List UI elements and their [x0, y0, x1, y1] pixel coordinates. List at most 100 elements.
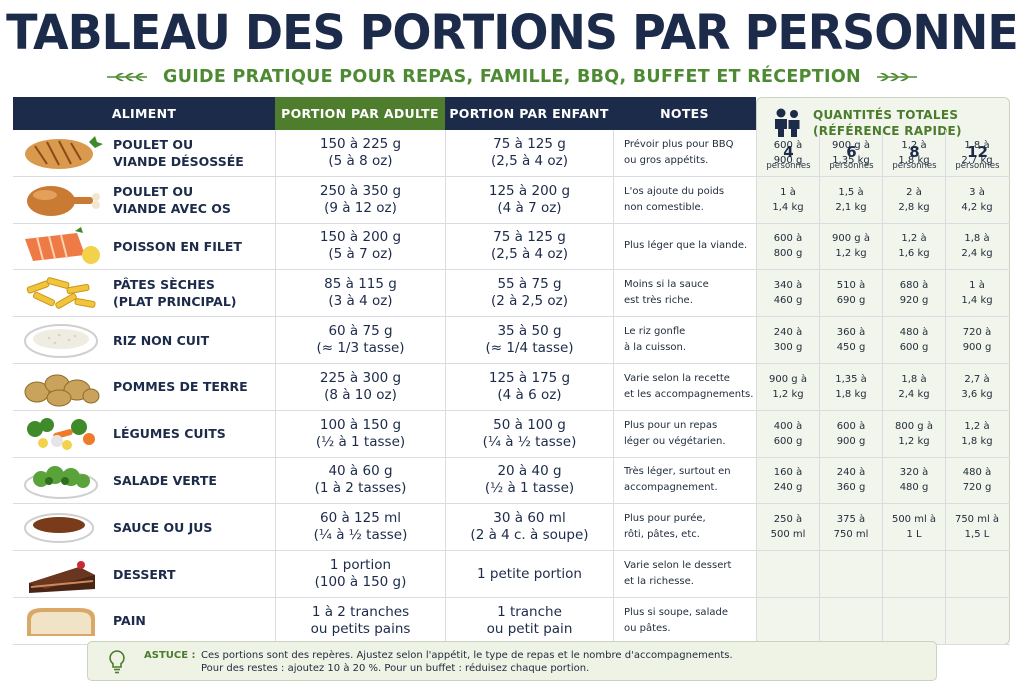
- rice-bowl-icon: [13, 317, 109, 363]
- gravy-bowl-icon: [13, 504, 109, 550]
- quantity-cell: 1,8 à 2,7 kg: [945, 130, 1008, 176]
- food-name: PÂTES SÈCHES (PLAT PRINCIPAL): [113, 277, 237, 310]
- people-icon: [775, 108, 800, 137]
- quantity-cell: 1,5 à 2,1 kg: [819, 176, 882, 223]
- header-child: PORTION PAR ENFANT: [445, 97, 613, 130]
- notes: Varie selon le dessert et la richesse.: [613, 551, 756, 597]
- child-portion: 75 à 125 g (2,5 à 4 oz): [445, 130, 613, 176]
- food-name: SAUCE OU JUS: [113, 519, 213, 535]
- food-name: POULET OU VIANDE DÉSOSSÉE: [113, 136, 244, 169]
- laurel-right-icon: [876, 72, 917, 82]
- notes: Plus pour un repas léger ou végétarien.: [613, 410, 756, 457]
- quantity-cell: [945, 551, 1008, 597]
- people-label: personnes: [766, 161, 811, 171]
- table-row: POISSON EN FILET 150 à 200 g (5 à 7 oz) 75…: [13, 223, 1010, 271]
- child-portion: 55 à 75 g (2 à 2,5 oz): [445, 270, 613, 317]
- people-count: 8: [909, 143, 920, 161]
- adult-portion: 60 à 125 ml (¼ à ½ tasse): [275, 504, 445, 551]
- child-portion: 75 à 125 g (2,5 à 4 oz): [445, 223, 613, 270]
- quantity-cell: 375 à 750 ml: [819, 504, 882, 551]
- child-portion: 30 à 60 ml (2 à 4 c. à soupe): [445, 504, 613, 551]
- quantity-cell: 340 à 460 g: [756, 270, 819, 317]
- header-notes: NOTES: [613, 97, 756, 130]
- people-count: 12: [967, 143, 988, 161]
- portion-table: QUANTITÉS TOTALES (RÉFÉRENCE RAPIDE) 4 pe…: [13, 97, 1010, 645]
- table-row: POULET OU VIANDE AVEC OS 250 à 350 g (9 à…: [13, 176, 1010, 224]
- people-count: 4: [783, 143, 794, 161]
- grilled-chicken-icon: [13, 130, 109, 176]
- tip-text-line1: Ces portions sont des repères. Ajustez s…: [201, 650, 733, 661]
- page-subtitle: GUIDE PRATIQUE POUR REPAS, FAMILLE, BBQ,…: [163, 67, 861, 87]
- adult-portion: 250 à 350 g (9 à 12 oz): [275, 176, 445, 223]
- quantity-cell: 1,2 à 1,8 kg: [945, 410, 1008, 457]
- people-label: personnes: [892, 161, 937, 171]
- quantities-title-line2: (RÉFÉRENCE RAPIDE): [813, 124, 962, 138]
- quantity-cell: [819, 551, 882, 597]
- quantity-cell: 2,7 à 3,6 kg: [945, 364, 1008, 410]
- people-label: personnes: [955, 161, 1000, 171]
- quantity-cell: 2 à 2,8 kg: [882, 176, 945, 223]
- table-row: POULET OU VIANDE DÉSOSSÉE 150 à 225 g (5 …: [13, 130, 1010, 177]
- people-col-8: 8 personnes: [883, 144, 946, 172]
- food-name: RIZ NON CUIT: [113, 332, 210, 348]
- pasta-icon: [13, 270, 109, 316]
- child-portion: 1 tranche ou petit pain: [445, 598, 613, 644]
- notes: Le riz gonfle à la cuisson.: [613, 317, 756, 363]
- people-count: 6: [846, 143, 857, 161]
- quantity-cell: 360 à 450 g: [819, 317, 882, 363]
- tip-label: ASTUCE :: [144, 650, 196, 661]
- quantity-cell: 1,2 à 1,8 kg: [882, 130, 945, 176]
- quantity-cell: 1 à 1,4 kg: [756, 176, 819, 223]
- quantity-cell: [882, 551, 945, 597]
- header-aliment: ALIMENT: [13, 97, 275, 130]
- quantity-cell: 900 g à 1,35 kg: [819, 130, 882, 176]
- food-name: POISSON EN FILET: [113, 238, 242, 254]
- notes: L'os ajoute du poids non comestible.: [613, 176, 756, 223]
- child-portion: 20 à 40 g (½ à 1 tasse): [445, 457, 613, 504]
- food-name: POMMES DE TERRE: [113, 379, 248, 395]
- vegetables-icon: [13, 411, 109, 457]
- food-name: POULET OU VIANDE AVEC OS: [113, 183, 231, 216]
- table-row: POMMES DE TERRE 225 à 300 g (8 à 10 oz) 12…: [13, 364, 1010, 411]
- people-label: personnes: [829, 161, 874, 171]
- cake-icon: [13, 551, 109, 597]
- quantity-cell: 1 à 1,4 kg: [945, 270, 1008, 317]
- food-name: LÉGUMES CUITS: [113, 426, 226, 442]
- child-portion: 50 à 100 g (¼ à ½ tasse): [445, 410, 613, 457]
- quantity-cell: 510 à 690 g: [819, 270, 882, 317]
- quantity-cell: 600 à 800 g: [756, 223, 819, 270]
- quantity-cell: 720 à 900 g: [945, 317, 1008, 363]
- adult-portion: 225 à 300 g (8 à 10 oz): [275, 364, 445, 410]
- page-title: TABLEAU DES PORTIONS PAR PERSONNE: [6, 3, 1019, 61]
- salmon-fillet-icon: [13, 224, 109, 270]
- quantity-cell: 240 à 300 g: [756, 317, 819, 363]
- quantity-cell: [945, 598, 1008, 644]
- table-row: DESSERT 1 portion (100 à 150 g) 1 petite p…: [13, 551, 1010, 598]
- people-col-12: 12 personnes: [946, 144, 1009, 172]
- quantity-cell: [819, 598, 882, 644]
- quantity-cell: 160 à 240 g: [756, 457, 819, 504]
- table-row: PAIN 1 à 2 tranches ou petits pains 1 tran…: [13, 598, 1010, 645]
- tip-text-line2: Pour des restes : ajoutez 10 à 20 %. Pou…: [201, 663, 590, 674]
- child-portion: 125 à 175 g (4 à 6 oz): [445, 364, 613, 410]
- table-row: RIZ NON CUIT 60 à 75 g (≈ 1/3 tasse) 35 à …: [13, 317, 1010, 364]
- subtitle-row: GUIDE PRATIQUE POUR REPAS, FAMILLE, BBQ,…: [0, 64, 1024, 90]
- child-portion: 125 à 200 g (4 à 7 oz): [445, 176, 613, 223]
- chicken-leg-icon: [13, 177, 109, 223]
- quantity-cell: 400 à 600 g: [756, 410, 819, 457]
- table-row: PÂTES SÈCHES (PLAT PRINCIPAL) 85 à 115 g …: [13, 270, 1010, 318]
- quantity-cell: 800 g à 1,2 kg: [882, 410, 945, 457]
- quantity-cell: [756, 551, 819, 597]
- table-row: SALADE VERTE 40 à 60 g (1 à 2 tasses) 20 à…: [13, 457, 1010, 505]
- adult-portion: 150 à 225 g (5 à 8 oz): [275, 130, 445, 176]
- quantity-cell: 1,8 à 2,4 kg: [945, 223, 1008, 270]
- quantities-title-line1: QUANTITÉS TOTALES: [813, 108, 959, 122]
- adult-portion: 100 à 150 g (½ à 1 tasse): [275, 410, 445, 457]
- quantity-cell: 750 ml à 1,5 L: [945, 504, 1008, 551]
- tip-box: ASTUCE : Ces portions sont des repères. …: [87, 641, 937, 681]
- adult-portion: 1 à 2 tranches ou petits pains: [275, 598, 445, 644]
- quantity-cell: 480 à 720 g: [945, 457, 1008, 504]
- adult-portion: 60 à 75 g (≈ 1/3 tasse): [275, 317, 445, 363]
- quantities-panel: QUANTITÉS TOTALES (RÉFÉRENCE RAPIDE) 4 pe…: [756, 97, 1010, 645]
- adult-portion: 40 à 60 g (1 à 2 tasses): [275, 457, 445, 504]
